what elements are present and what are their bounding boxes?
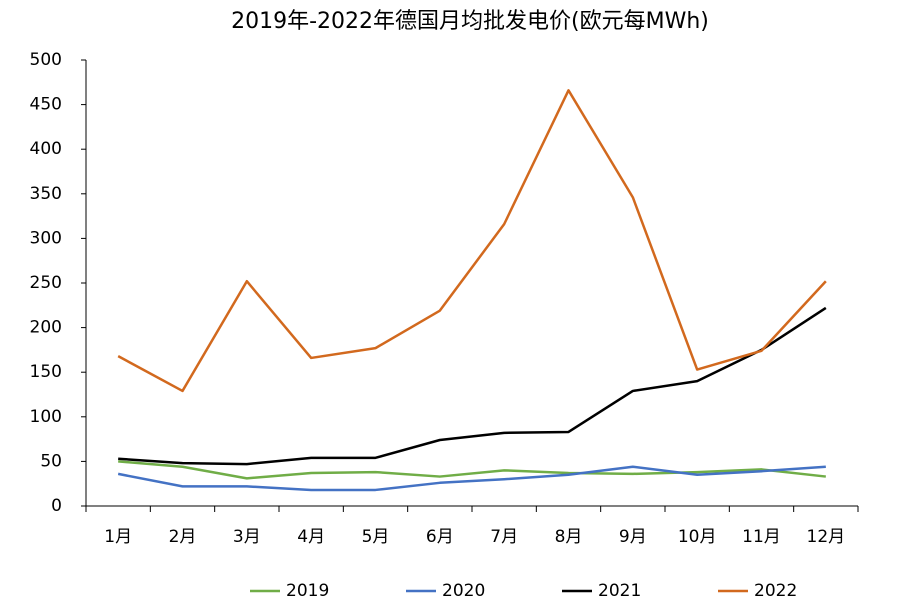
legend-label: 2021 bbox=[598, 581, 641, 601]
y-tick-label: 0 bbox=[51, 496, 62, 516]
y-tick-label: 100 bbox=[30, 407, 62, 427]
y-tick-label: 400 bbox=[30, 139, 62, 159]
series-line bbox=[117, 89, 827, 393]
x-tick-label: 2月 bbox=[169, 527, 197, 547]
x-tick-label: 1月 bbox=[104, 527, 132, 547]
y-tick-label: 350 bbox=[30, 184, 62, 204]
series-line bbox=[118, 306, 827, 466]
x-tick-label: 12月 bbox=[807, 527, 846, 547]
x-tick-label: 7月 bbox=[490, 527, 518, 547]
x-tick-label: 6月 bbox=[426, 527, 454, 547]
legend-label: 2022 bbox=[754, 581, 797, 601]
y-tick-label: 500 bbox=[30, 50, 62, 70]
legend-label: 2020 bbox=[442, 581, 485, 601]
y-tick-label: 300 bbox=[30, 228, 62, 248]
x-tick-label: 11月 bbox=[742, 527, 781, 547]
y-tick-label: 150 bbox=[30, 362, 62, 382]
x-tick-label: 9月 bbox=[619, 527, 647, 547]
series-line bbox=[118, 460, 826, 480]
x-tick-label: 4月 bbox=[297, 527, 325, 547]
legend-label: 2019 bbox=[286, 581, 329, 601]
y-tick-label: 450 bbox=[30, 95, 62, 115]
x-tick-label: 10月 bbox=[678, 527, 717, 547]
x-tick-label: 3月 bbox=[233, 527, 261, 547]
y-tick-label: 50 bbox=[40, 451, 62, 471]
chart-title: 2019年-2022年德国月均批发电价(欧元每MWh) bbox=[231, 9, 709, 34]
y-tick-label: 200 bbox=[30, 318, 62, 338]
series-line bbox=[117, 465, 826, 492]
x-tick-label: 8月 bbox=[555, 527, 583, 547]
y-tick-label: 250 bbox=[30, 273, 62, 293]
x-tick-label: 5月 bbox=[362, 527, 390, 547]
